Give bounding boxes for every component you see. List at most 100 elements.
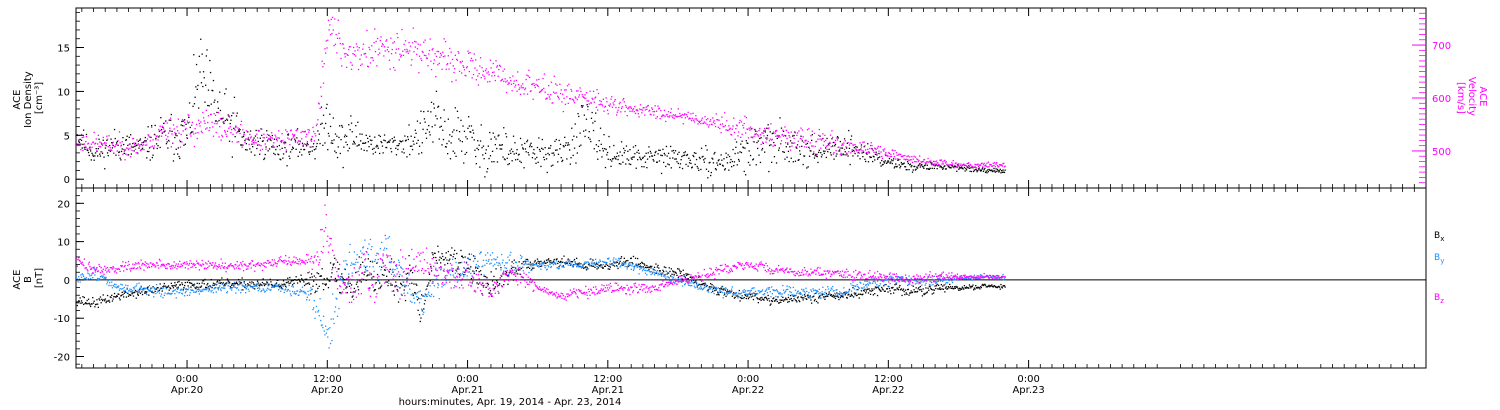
bx-series-point <box>947 288 949 290</box>
by-series-point <box>673 275 675 277</box>
by-series-point <box>203 288 205 290</box>
bx-series-point <box>139 292 142 294</box>
velocity-series-point <box>651 108 654 110</box>
velocity-series-point <box>288 138 290 140</box>
ion-density-series-point <box>954 165 956 167</box>
velocity-series-point <box>786 137 788 140</box>
by-series-point <box>343 260 345 262</box>
velocity-series-point <box>968 165 971 167</box>
velocity-series-point <box>677 108 679 110</box>
by-series-point <box>385 238 387 240</box>
by-series-point <box>92 272 95 274</box>
velocity-series-point <box>830 146 832 148</box>
ion-density-series-point <box>552 152 555 154</box>
ion-density-series-point <box>540 165 542 168</box>
velocity-series-point <box>78 144 81 146</box>
bx-series-point <box>99 296 102 298</box>
velocity-series-point <box>162 131 164 133</box>
velocity-series-point <box>289 129 292 132</box>
bx-series-point <box>860 293 862 295</box>
bx-series-point <box>226 282 228 284</box>
velocity-series-point <box>500 80 502 82</box>
ion-density-series-point <box>693 152 696 154</box>
bx-series-point <box>84 302 86 305</box>
bx-series-point <box>413 283 415 285</box>
bx-series-point <box>889 290 891 292</box>
bx-series-point <box>706 285 708 287</box>
bx-series-point <box>376 262 378 264</box>
ion-density-series-point <box>152 154 154 156</box>
velocity-series-point <box>619 101 621 103</box>
ion-density-series-point <box>968 165 970 167</box>
by-series-point <box>527 260 529 262</box>
by-series-point <box>237 284 239 286</box>
velocity-series-point <box>891 149 893 151</box>
velocity-series-point <box>649 113 651 115</box>
by-series-point <box>728 292 730 294</box>
by-series-point <box>325 332 327 334</box>
bx-series-point <box>374 289 376 291</box>
ion-density-series-point <box>338 136 340 139</box>
ion-density-series-point <box>355 125 357 127</box>
velocity-series-point <box>363 53 365 55</box>
velocity-series-point <box>418 72 420 74</box>
bx-series-point <box>634 257 637 259</box>
ion-density-series-point <box>426 128 428 131</box>
ion-density-series-point <box>882 163 884 166</box>
ion-density-series-point <box>904 166 907 168</box>
by-series-point <box>80 274 82 276</box>
by-series-point <box>683 275 685 277</box>
velocity-series-point <box>190 135 192 137</box>
by-series-point <box>360 250 362 252</box>
velocity-series-point <box>287 133 290 135</box>
velocity-series-point <box>454 54 456 56</box>
ion-density-series-point <box>789 146 791 148</box>
velocity-series-point <box>380 36 382 38</box>
bx-series-point <box>172 287 175 289</box>
by-series-point <box>721 285 723 288</box>
bx-series-point <box>665 266 667 269</box>
velocity-series-point <box>252 141 254 144</box>
velocity-series-point <box>738 122 740 124</box>
ion-density-series-point <box>976 171 978 173</box>
bx-series-point <box>694 281 696 283</box>
by-series-point <box>653 271 655 273</box>
velocity-series-point <box>484 70 487 72</box>
velocity-series-point <box>583 96 585 98</box>
ion-density-series-point <box>786 156 788 158</box>
velocity-series-point <box>585 97 587 99</box>
ion-density-series-point <box>186 137 189 139</box>
ion-density-series-point <box>136 144 138 146</box>
by-series-point <box>106 283 108 285</box>
bx-series-point <box>899 284 901 287</box>
velocity-series-point <box>841 144 843 146</box>
velocity-series-point <box>166 122 168 124</box>
velocity-series-point <box>860 149 862 151</box>
ion-density-series-point <box>671 150 673 152</box>
bx-series-point <box>938 288 940 290</box>
bx-series-point <box>238 279 240 281</box>
velocity-series-point <box>578 96 580 98</box>
velocity-series-point <box>697 123 699 125</box>
bx-series-point <box>233 285 235 287</box>
ion-density-series-point <box>663 161 665 164</box>
ion-density-series-point <box>975 168 977 171</box>
by-series-point <box>230 287 232 290</box>
ion-density-series-point <box>374 136 376 138</box>
velocity-series-point <box>780 143 782 145</box>
ion-density-series-point <box>963 166 966 169</box>
ion-density-series-point <box>440 125 442 127</box>
by-series-point <box>357 270 360 273</box>
ion-density-series-point <box>261 140 264 142</box>
bx-series-point <box>815 300 818 303</box>
velocity-series-point <box>564 89 566 91</box>
velocity-series-point <box>505 81 507 83</box>
bx-series-point <box>462 256 464 259</box>
velocity-series-point <box>853 151 855 153</box>
bx-series-point <box>980 286 982 288</box>
by-series-point <box>695 283 698 285</box>
ion-density-series-point <box>400 141 402 143</box>
ion-density-series-point <box>179 141 182 143</box>
ion-density-series-point <box>632 156 634 158</box>
ion-density-series-point <box>477 149 480 151</box>
